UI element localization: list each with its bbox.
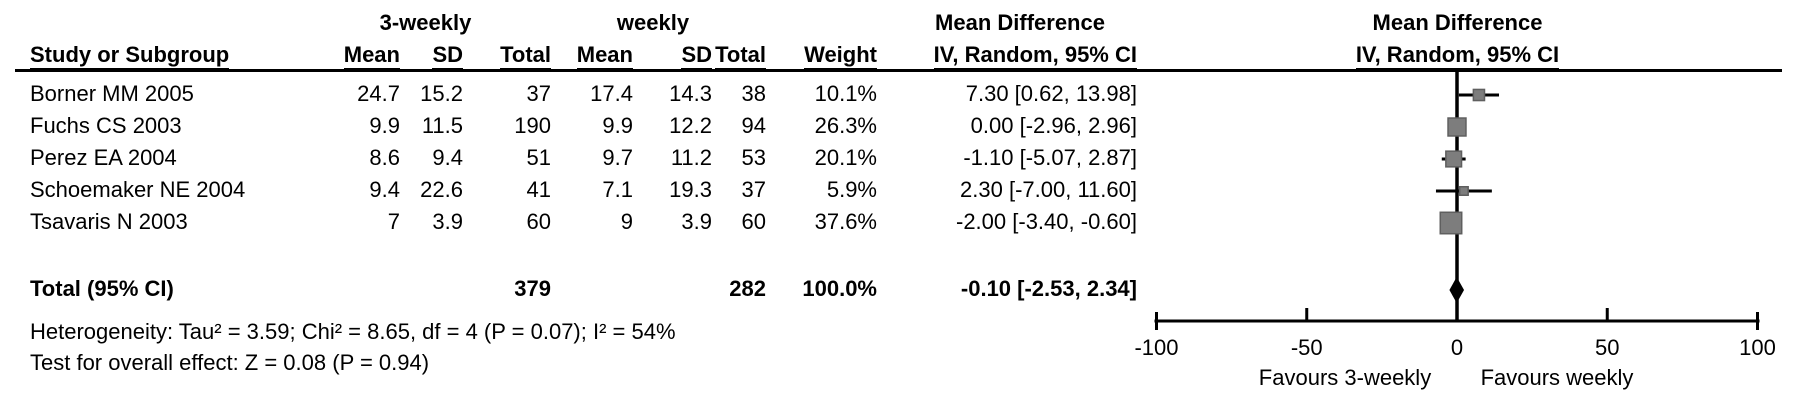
total-3weekly: 37 <box>526 81 551 106</box>
weight: 26.3% <box>814 113 877 138</box>
effect-ci-text: -1.10 [-5.07, 2.87] <box>963 145 1137 170</box>
effect-ci-text: 7.30 [0.62, 13.98] <box>965 81 1137 106</box>
sd-3weekly: 11.5 <box>421 113 463 138</box>
mean-weekly: 9.7 <box>602 145 633 170</box>
study-name: Schoemaker NE 2004 <box>30 177 246 202</box>
total-row: Total (95% CI) 379 282 100.0% -0.10 [-2.… <box>0 274 1795 304</box>
sd-weekly: 11.2 <box>670 145 712 170</box>
effect-square <box>1472 88 1486 102</box>
group-header-row: 3-weekly weekly Mean Difference Mean Dif… <box>0 8 1795 38</box>
favours-left-label: Favours 3-weekly <box>1259 365 1431 390</box>
column-header-total-weekly: Total <box>673 40 766 71</box>
group-header-3weekly: 3-weekly <box>379 10 472 35</box>
study-name: Fuchs CS 2003 <box>30 113 182 138</box>
group-header-weekly: weekly <box>616 10 690 35</box>
total-weight: 100.0% <box>802 276 877 301</box>
total-3weekly: 60 <box>526 209 551 234</box>
mean-weekly: 9.9 <box>602 113 633 138</box>
study-row: Schoemaker NE 2004 9.4 22.6 41 7.1 19.3 … <box>0 175 1795 205</box>
weight: 5.9% <box>826 177 877 202</box>
effect-square <box>1447 117 1467 137</box>
total-effect-ci-text: -0.10 [-2.53, 2.34] <box>960 276 1137 301</box>
stat-column-title: Mean Difference <box>935 10 1105 35</box>
mean-3weekly: 9.9 <box>369 113 400 138</box>
plot-column-subtitle: IV, Random, 95% CI <box>1157 40 1758 71</box>
mean-3weekly: 8.6 <box>369 145 400 170</box>
tick-label: 50 <box>1595 335 1619 360</box>
column-header-ci-method: IV, Random, 95% CI <box>915 40 1137 71</box>
sd-3weekly: 3.9 <box>432 209 463 234</box>
total-weekly: 38 <box>741 81 766 106</box>
sd-weekly: 3.9 <box>681 209 712 234</box>
weight: 10.1% <box>814 81 877 106</box>
total-weekly: 60 <box>741 209 766 234</box>
effect-ci-text: 2.30 [-7.00, 11.60] <box>960 177 1137 202</box>
overall-effect-note: Test for overall effect: Z = 0.08 (P = 0… <box>30 350 430 375</box>
total-3weekly: 51 <box>526 145 551 170</box>
effect-square <box>1458 185 1469 197</box>
favours-right-label: Favours weekly <box>1481 365 1634 390</box>
tick-label: -50 <box>1291 335 1323 360</box>
sd-3weekly: 15.2 <box>420 81 463 106</box>
tick-label: -100 <box>1134 335 1178 360</box>
mean-weekly: 17.4 <box>590 81 633 106</box>
mean-weekly: 9 <box>620 209 633 234</box>
sd-weekly: 14.3 <box>669 81 712 106</box>
total-weekly: 94 <box>741 113 766 138</box>
effect-ci-text: -2.00 [-3.40, -0.60] <box>956 209 1137 234</box>
mean-3weekly: 9.4 <box>369 177 400 202</box>
total-label: Total (95% CI) <box>30 276 174 301</box>
study-row: Borner MM 2005 24.7 15.2 37 17.4 14.3 38… <box>0 79 1795 109</box>
plot-column-title: Mean Difference <box>1372 10 1543 35</box>
sd-3weekly: 9.4 <box>432 145 463 170</box>
study-row: Perez EA 2004 8.6 9.4 51 9.7 11.2 53 20.… <box>0 143 1795 173</box>
total-3weekly: 41 <box>526 177 551 202</box>
tick-label: 0 <box>1451 335 1463 360</box>
total-diamond <box>1449 277 1465 303</box>
mean-3weekly: 7 <box>387 209 400 234</box>
effect-square <box>1445 150 1463 168</box>
total-weekly: 37 <box>741 177 766 202</box>
column-header-sd-3weekly: SD <box>375 40 463 71</box>
column-header-study: Study or Subgroup <box>30 40 320 71</box>
sd-weekly: 19.3 <box>669 177 712 202</box>
heterogeneity-note: Heterogeneity: Tau² = 3.59; Chi² = 8.65,… <box>30 319 676 344</box>
column-header-row: Study or Subgroup Mean SD Total Mean SD … <box>0 40 1795 71</box>
forest-plot-graph: -100 -50 0 50 100 Favours 3-weekly Favours wee… <box>1134 72 1776 390</box>
study-name: Borner MM 2005 <box>30 81 194 106</box>
total-n-weekly: 282 <box>729 276 766 301</box>
sd-weekly: 12.2 <box>669 113 712 138</box>
tick-label: 100 <box>1739 335 1776 360</box>
weight: 20.1% <box>814 145 877 170</box>
study-row: Fuchs CS 2003 9.9 11.5 190 9.9 12.2 94 2… <box>0 111 1795 141</box>
study-row: Tsavaris N 2003 7 3.9 60 9 3.9 60 37.6% … <box>0 207 1795 237</box>
mean-3weekly: 24.7 <box>357 81 400 106</box>
study-name: Tsavaris N 2003 <box>30 209 188 234</box>
header-rule <box>15 69 1782 72</box>
column-header-mean-weekly: Mean <box>533 40 633 71</box>
total-n-3weekly: 379 <box>514 276 551 301</box>
total-3weekly: 190 <box>514 113 551 138</box>
total-weekly: 53 <box>741 145 766 170</box>
column-header-weight: Weight <box>775 40 877 71</box>
effect-square <box>1439 211 1463 235</box>
effect-ci-text: 0.00 [-2.96, 2.96] <box>970 113 1137 138</box>
sd-3weekly: 22.6 <box>420 177 463 202</box>
weight: 37.6% <box>814 209 877 234</box>
study-name: Perez EA 2004 <box>30 145 177 170</box>
mean-weekly: 7.1 <box>602 177 633 202</box>
